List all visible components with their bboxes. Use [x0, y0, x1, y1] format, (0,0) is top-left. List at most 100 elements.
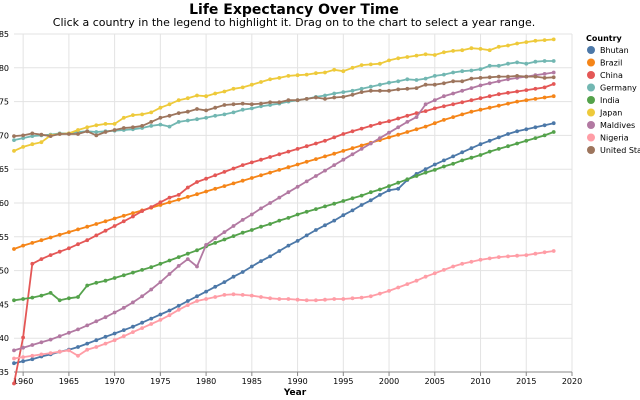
data-point[interactable] [30, 261, 35, 266]
data-point[interactable] [222, 293, 227, 297]
data-point[interactable] [12, 298, 16, 303]
data-point[interactable] [396, 125, 401, 130]
data-point[interactable] [30, 353, 35, 358]
data-point[interactable] [524, 88, 529, 92]
data-point[interactable] [295, 162, 300, 167]
data-point[interactable] [240, 293, 245, 297]
data-point[interactable] [30, 295, 35, 300]
data-point[interactable] [551, 59, 556, 63]
data-point[interactable] [341, 213, 346, 218]
data-point[interactable] [387, 119, 391, 124]
data-point[interactable] [21, 145, 25, 149]
data-point[interactable] [323, 70, 327, 75]
series-japan[interactable] [12, 37, 556, 153]
data-point[interactable] [12, 149, 16, 153]
data-point[interactable] [396, 180, 401, 185]
data-point[interactable] [167, 313, 172, 318]
data-point[interactable] [277, 195, 282, 200]
data-point[interactable] [478, 47, 483, 51]
data-point[interactable] [350, 146, 355, 151]
data-point[interactable] [76, 295, 80, 299]
legend-label[interactable]: Nigeria [600, 134, 629, 143]
legend-label[interactable]: Japan [599, 109, 622, 118]
data-point[interactable] [12, 348, 16, 353]
data-point[interactable] [249, 293, 254, 298]
data-point[interactable] [94, 280, 99, 285]
data-point[interactable] [249, 176, 254, 180]
data-point[interactable] [222, 280, 227, 284]
data-point[interactable] [359, 63, 364, 67]
data-point[interactable] [231, 234, 236, 239]
data-point[interactable] [515, 74, 519, 78]
data-point[interactable] [286, 216, 291, 220]
legend-item-nigeria[interactable]: Nigeria [587, 133, 629, 143]
data-point[interactable] [478, 83, 483, 88]
series-line[interactable] [13, 74, 554, 138]
data-point[interactable] [158, 203, 163, 207]
data-point[interactable] [12, 138, 16, 143]
data-point[interactable] [67, 296, 71, 301]
data-point[interactable] [140, 294, 145, 299]
data-point[interactable] [524, 253, 529, 257]
data-point[interactable] [304, 72, 309, 77]
data-point[interactable] [423, 82, 428, 87]
data-point[interactable] [149, 322, 154, 326]
data-point[interactable] [112, 128, 117, 132]
data-point[interactable] [176, 120, 181, 124]
data-point[interactable] [551, 75, 556, 80]
legend-item-bhutan[interactable]: Bhutan [587, 46, 629, 55]
data-point[interactable] [442, 118, 446, 122]
data-point[interactable] [350, 296, 355, 301]
data-point[interactable] [442, 164, 446, 169]
data-point[interactable] [12, 356, 16, 361]
data-point[interactable] [515, 141, 519, 146]
data-point[interactable] [131, 211, 135, 216]
legend-label[interactable]: Brazil [600, 59, 622, 68]
data-point[interactable] [185, 118, 190, 123]
data-point[interactable] [121, 328, 126, 332]
data-point[interactable] [524, 127, 529, 132]
data-point[interactable] [341, 90, 346, 94]
data-point[interactable] [112, 216, 117, 221]
data-point[interactable] [112, 276, 117, 280]
data-point[interactable] [240, 101, 245, 106]
data-point[interactable] [506, 254, 510, 259]
data-point[interactable] [195, 93, 199, 98]
data-point[interactable] [469, 68, 474, 73]
data-point[interactable] [451, 79, 455, 84]
data-point[interactable] [387, 130, 391, 135]
series-nigeria[interactable] [12, 249, 556, 361]
data-point[interactable] [131, 330, 135, 334]
data-point[interactable] [67, 348, 71, 353]
data-point[interactable] [469, 76, 474, 81]
data-point[interactable] [496, 63, 501, 68]
data-point[interactable] [140, 209, 145, 214]
data-point[interactable] [414, 53, 419, 58]
data-point[interactable] [515, 129, 519, 134]
data-point[interactable] [277, 297, 282, 301]
data-point[interactable] [222, 184, 227, 189]
data-point[interactable] [487, 149, 492, 154]
data-point[interactable] [112, 122, 117, 126]
data-point[interactable] [323, 93, 327, 98]
data-point[interactable] [396, 285, 401, 290]
data-point[interactable] [451, 91, 455, 96]
data-point[interactable] [195, 248, 199, 253]
data-point[interactable] [295, 73, 300, 78]
data-point[interactable] [359, 90, 364, 94]
data-point[interactable] [323, 223, 327, 228]
data-point[interactable] [149, 265, 154, 270]
data-point[interactable] [240, 107, 245, 112]
data-point[interactable] [423, 167, 428, 172]
data-point[interactable] [249, 212, 254, 217]
data-point[interactable] [405, 120, 410, 124]
data-point[interactable] [176, 264, 181, 268]
data-point[interactable] [94, 345, 99, 349]
legend[interactable]: Country Bhutan Brazil China Germany India Japa… [586, 34, 640, 155]
data-point[interactable] [442, 94, 446, 99]
data-point[interactable] [542, 38, 547, 42]
data-point[interactable] [378, 193, 382, 197]
data-point[interactable] [442, 72, 446, 77]
legend-swatch[interactable] [587, 46, 595, 54]
data-point[interactable] [67, 330, 71, 335]
